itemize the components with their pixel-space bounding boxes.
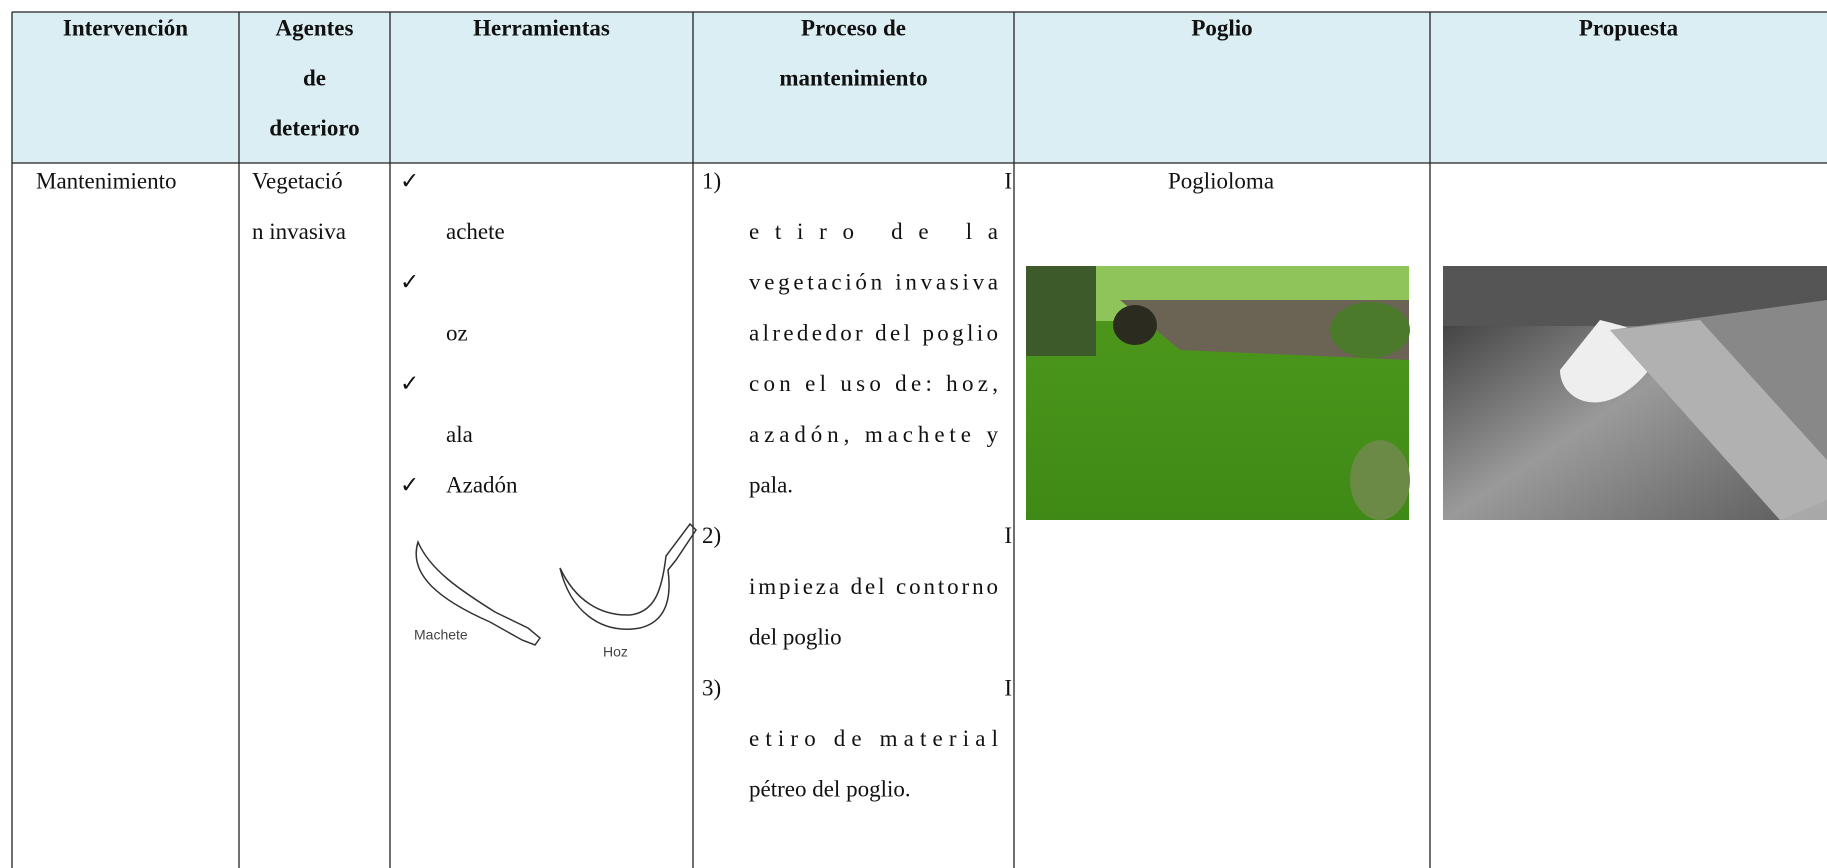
step-text: etiro de la: [749, 219, 998, 244]
step-text: con el uso de: hoz,: [749, 371, 998, 396]
figure-label: Hoz: [603, 644, 628, 660]
cell-text: Poglioloma: [1168, 168, 1274, 193]
cell-text: Mantenimiento: [36, 168, 177, 193]
check-mark: ✓: [400, 270, 419, 295]
check-mark: ✓: [400, 472, 419, 497]
header-cell: de: [303, 65, 326, 90]
step-text: pala.: [749, 472, 793, 497]
header-cell: Agentes: [276, 15, 354, 40]
figure-label: Machete: [414, 627, 468, 643]
step-fragment: I: [1004, 523, 1012, 548]
propuesta-photo: [1443, 266, 1827, 520]
check-mark: ✓: [400, 168, 419, 193]
header-cell: Intervención: [63, 15, 188, 40]
step-text: etiro de material: [749, 726, 998, 751]
header-cell: Propuesta: [1579, 15, 1679, 40]
cell-text: n invasiva: [252, 219, 346, 244]
header-background: [12, 12, 1827, 163]
check-mark: ✓: [400, 371, 419, 396]
table-grid: [11, 11, 1827, 868]
step-text: azadón, machete y: [749, 422, 999, 447]
tool-item: Azadón: [446, 472, 518, 497]
step-text: vegetación invasiva: [749, 270, 998, 295]
step-text: impieza del contorno: [749, 574, 998, 599]
cell-text: Vegetació: [252, 168, 343, 193]
step-text: pétreo del poglio.: [749, 777, 911, 802]
tool-drawings: [415, 522, 697, 646]
header-cell: Poglio: [1191, 15, 1252, 40]
step-fragment: I: [1004, 675, 1012, 700]
header-cell: mantenimiento: [779, 65, 927, 90]
step-number: 2): [702, 523, 721, 548]
tool-item: ala: [446, 422, 473, 447]
header-cell: Proceso de: [801, 15, 906, 40]
step-text: alrededor del poglio: [749, 320, 998, 345]
tool-item: oz: [446, 320, 468, 345]
step-text: del poglio: [749, 625, 842, 650]
poglio-photo: [1026, 266, 1410, 520]
step-number: 3): [702, 675, 721, 700]
header-cell: Herramientas: [473, 15, 610, 40]
step-fragment: I: [1004, 168, 1012, 193]
tool-item: achete: [446, 219, 505, 244]
step-number: 1): [702, 168, 721, 193]
header-cell: deterioro: [269, 115, 359, 140]
